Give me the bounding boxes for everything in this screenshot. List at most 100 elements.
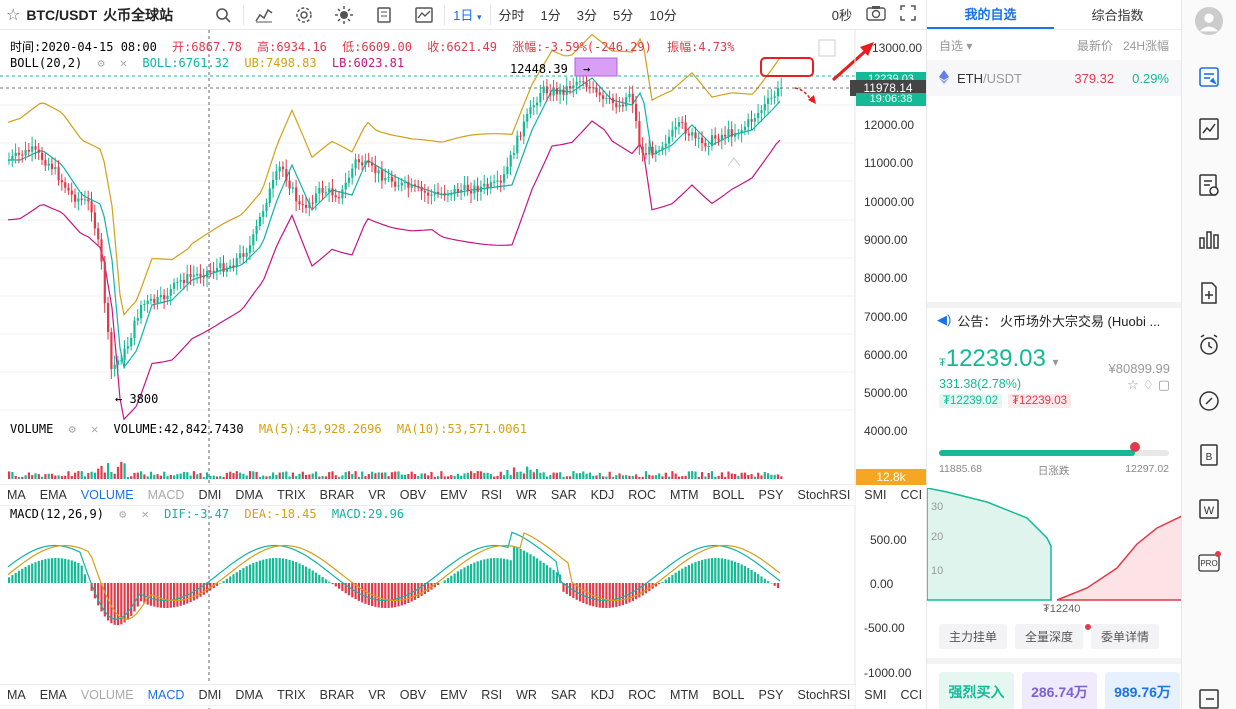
volume-gear-icon[interactable]: ⚙ bbox=[68, 422, 76, 436]
indicator-tab-dma[interactable]: DMA bbox=[235, 688, 264, 702]
alarm-clock-icon[interactable] bbox=[1194, 330, 1224, 360]
tab-composite-index[interactable]: 综合指数 bbox=[1091, 8, 1144, 23]
indicator-tab-roc[interactable]: ROC bbox=[628, 688, 657, 702]
indicator-tab-ema[interactable]: EMA bbox=[39, 488, 67, 502]
fullscreen-icon[interactable] bbox=[900, 5, 916, 24]
indicator-tab-sar[interactable]: SAR bbox=[550, 488, 577, 502]
settings-gear-icon[interactable] bbox=[284, 0, 324, 30]
card-volume-2[interactable]: 989.76万 bbox=[1105, 672, 1180, 709]
orders-icon[interactable] bbox=[1194, 170, 1224, 200]
ledger-icon[interactable]: B bbox=[1194, 440, 1224, 470]
macd-gear-icon[interactable]: ⚙ bbox=[119, 507, 127, 521]
indicator-tab-rsi[interactable]: RSI bbox=[481, 488, 503, 502]
indicator-tab-emv[interactable]: EMV bbox=[440, 688, 468, 702]
indicator-tab-mtm[interactable]: MTM bbox=[670, 488, 699, 502]
boll-close-icon[interactable]: ✕ bbox=[119, 56, 128, 70]
indicator-tab-volume[interactable]: VOLUME bbox=[80, 688, 134, 702]
market-icon[interactable] bbox=[1194, 114, 1224, 144]
indicator-tab-macd[interactable]: MACD bbox=[147, 488, 185, 502]
add-page-icon[interactable] bbox=[1194, 278, 1224, 308]
volume-close-icon[interactable]: ✕ bbox=[91, 422, 99, 436]
indicator-tab-rsi[interactable]: RSI bbox=[481, 688, 503, 702]
indicator-tab-mtm[interactable]: MTM bbox=[670, 688, 699, 702]
macd-close-icon[interactable]: ✕ bbox=[141, 507, 149, 521]
indicator-tab-dma[interactable]: DMA bbox=[235, 488, 264, 502]
indicator-tab-ma[interactable]: MA bbox=[7, 688, 26, 702]
indicator-tab-stochrsi[interactable]: StochRSI bbox=[797, 488, 851, 502]
chart-style-icon[interactable] bbox=[244, 0, 284, 30]
indicator-tab-vr[interactable]: VR bbox=[368, 488, 386, 502]
volume-bar bbox=[668, 476, 671, 479]
info-icon[interactable]: ▢ bbox=[1157, 377, 1170, 392]
macd-histogram-bar bbox=[460, 569, 463, 583]
period-timeline[interactable]: 分时 bbox=[498, 8, 525, 23]
depth-chart[interactable]: 30 20 10 ₮12240 bbox=[926, 487, 1183, 618]
compass-icon[interactable] bbox=[1194, 386, 1224, 416]
indicator-tab-stochrsi[interactable]: StochRSI bbox=[797, 688, 851, 702]
indicator-tab-wr[interactable]: WR bbox=[516, 688, 537, 702]
indicator-tab-brar[interactable]: BRAR bbox=[319, 488, 355, 502]
alert-icon[interactable]: ♢ bbox=[1142, 377, 1155, 392]
indicator-tab-volume[interactable]: VOLUME bbox=[80, 488, 134, 502]
camera-icon[interactable] bbox=[866, 5, 886, 24]
indicator-tab-boll[interactable]: BOLL bbox=[712, 488, 745, 502]
indicator-tab-wr[interactable]: WR bbox=[516, 488, 537, 502]
announcement-bar[interactable]: ◀) 公告： 火币场外大宗交易 (Huobi ... bbox=[927, 302, 1182, 332]
indicator-tab-smi[interactable]: SMI bbox=[864, 688, 887, 702]
avatar[interactable] bbox=[1194, 6, 1224, 36]
ticker-block: ₮12239.03 ▾ ¥80899.99 331.38(2.78%) ☆ ♢ … bbox=[927, 345, 1182, 408]
indicator-tab-smi[interactable]: SMI bbox=[864, 488, 887, 502]
indicator-tab-vr[interactable]: VR bbox=[368, 688, 386, 702]
indicator-tab-emv[interactable]: EMV bbox=[440, 488, 468, 502]
star-icon[interactable]: ☆ bbox=[6, 6, 21, 24]
indicator-tab-psy[interactable]: PSY bbox=[758, 688, 784, 702]
period-10m[interactable]: 10分 bbox=[649, 8, 677, 23]
search-icon[interactable] bbox=[203, 0, 243, 30]
indicator-tab-roc[interactable]: ROC bbox=[628, 488, 657, 502]
indicator-tab-dmi[interactable]: DMI bbox=[198, 488, 222, 502]
pro-icon[interactable]: PRO bbox=[1194, 548, 1224, 578]
boll-gear-icon[interactable]: ⚙ bbox=[97, 56, 105, 70]
chart-canvas[interactable] bbox=[0, 30, 926, 709]
period-3m[interactable]: 3分 bbox=[576, 8, 597, 23]
period-1d[interactable]: 1日 ▾ bbox=[453, 8, 482, 23]
favorite-star-icon[interactable]: ☆ bbox=[1127, 377, 1139, 392]
watchlist-filter[interactable]: 自选 ▾ bbox=[939, 38, 973, 53]
card-strong-buy[interactable]: 强烈买入 bbox=[939, 672, 1014, 709]
main-orders-button[interactable]: 主力挂单 bbox=[939, 624, 1008, 649]
order-detail-button[interactable]: 委单详情 bbox=[1091, 624, 1160, 649]
layers-icon[interactable] bbox=[364, 0, 404, 30]
watchlist-row[interactable]: ETH/USDT 379.32 0.29% bbox=[927, 60, 1181, 96]
indicator-tab-brar[interactable]: BRAR bbox=[319, 688, 355, 702]
kline-chart-area[interactable]: 12000.00 11000.00 10000.00 9000.00 8000.00 70… bbox=[0, 30, 958, 709]
period-5m[interactable]: 5分 bbox=[613, 8, 634, 23]
tab-my-watchlist[interactable]: 我的自选 bbox=[927, 0, 1054, 29]
bar-chart-icon[interactable] bbox=[1194, 224, 1224, 254]
indicator-tab-obv[interactable]: OBV bbox=[399, 688, 427, 702]
indicator-tab-cci[interactable]: CCI bbox=[900, 688, 923, 702]
indicator-tab-kdj[interactable]: KDJ bbox=[590, 488, 615, 502]
indicator-tab-sar[interactable]: SAR bbox=[550, 688, 577, 702]
indicator-tab-cci[interactable]: CCI bbox=[900, 488, 923, 502]
exit-icon[interactable] bbox=[1194, 684, 1224, 709]
card-volume-1[interactable]: 286.74万 bbox=[1022, 672, 1097, 709]
period-1m[interactable]: 1分 bbox=[540, 8, 561, 23]
volume-bar bbox=[496, 475, 499, 479]
indicator-tab-psy[interactable]: PSY bbox=[758, 488, 784, 502]
candle-body bbox=[153, 298, 156, 303]
indicator-tab-ema[interactable]: EMA bbox=[39, 688, 67, 702]
indicator-tab-dmi[interactable]: DMI bbox=[198, 688, 222, 702]
watchlist-icon[interactable] bbox=[1194, 62, 1224, 92]
indicator-tab-macd[interactable]: MACD bbox=[147, 688, 185, 702]
indicator-tab-kdj[interactable]: KDJ bbox=[590, 688, 615, 702]
indicator-tab-trix[interactable]: TRIX bbox=[277, 488, 306, 502]
indicator-tab-boll[interactable]: BOLL bbox=[712, 688, 745, 702]
chart-expand-icon[interactable] bbox=[818, 39, 836, 57]
indicator-tab-obv[interactable]: OBV bbox=[399, 488, 427, 502]
indicator-tab-ma[interactable]: MA bbox=[7, 488, 26, 502]
full-depth-button[interactable]: 全量深度 bbox=[1015, 624, 1084, 649]
indicator-tab-trix[interactable]: TRIX bbox=[277, 688, 306, 702]
depth-chart-icon[interactable] bbox=[404, 0, 444, 30]
wallet-w-icon[interactable]: W bbox=[1194, 494, 1224, 524]
theme-sun-icon[interactable] bbox=[324, 0, 364, 30]
